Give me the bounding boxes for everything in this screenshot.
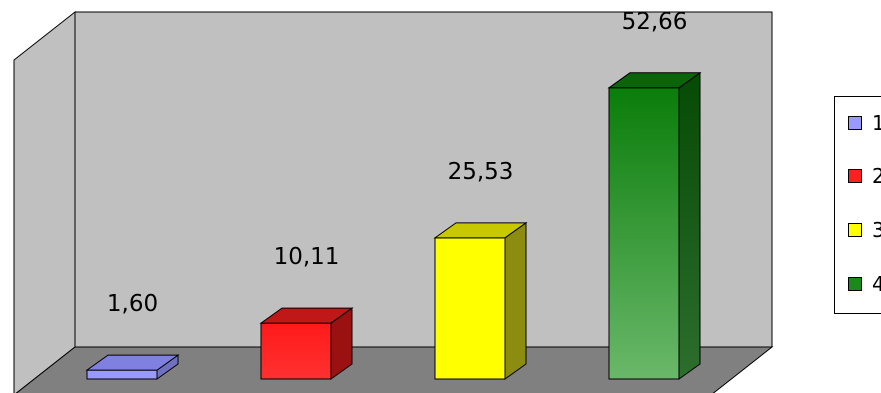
- legend-item-4: 4: [848, 272, 881, 296]
- bars-layer: [85, 71, 702, 380]
- floor: [15, 346, 774, 393]
- legend-swatch-1: [848, 116, 862, 130]
- data-label-2: 10,11: [274, 244, 340, 270]
- bar-front-2: [260, 322, 332, 380]
- data-label-3: 25,53: [448, 159, 514, 185]
- legend-item-2: 2: [848, 164, 881, 188]
- legend-label-1: 1: [872, 111, 881, 135]
- data-label-1: 1,60: [107, 291, 158, 317]
- bar-2: [259, 307, 354, 380]
- legend-swatch-2: [848, 169, 862, 183]
- bar-front-3: [434, 237, 506, 380]
- legend-item-3: 3: [848, 218, 881, 242]
- bar-top-3: [433, 222, 528, 239]
- legend-label-2: 2: [872, 164, 881, 188]
- legend-swatch-4: [848, 277, 862, 291]
- bar-top-2: [259, 307, 354, 324]
- bar-side-3: [504, 221, 527, 380]
- bar-front-1: [86, 369, 158, 380]
- bar-3: [433, 221, 528, 380]
- bar-1: [85, 354, 180, 380]
- legend: 1 2 3 4: [834, 96, 881, 314]
- data-labels-layer: 1,60 10,11 25,53 52,66: [107, 9, 688, 317]
- legend-swatch-3: [848, 223, 862, 237]
- bar-top-4: [607, 72, 702, 89]
- bar-4: [607, 71, 702, 380]
- bar-front-4: [608, 87, 680, 380]
- legend-label-4: 4: [872, 272, 881, 296]
- legend-label-3: 3: [872, 218, 881, 242]
- side-wall: [13, 10, 76, 393]
- bar-side-4: [678, 71, 701, 380]
- data-label-4: 52,66: [622, 9, 688, 35]
- bar-top-1: [85, 354, 180, 371]
- legend-item-1: 1: [848, 111, 881, 135]
